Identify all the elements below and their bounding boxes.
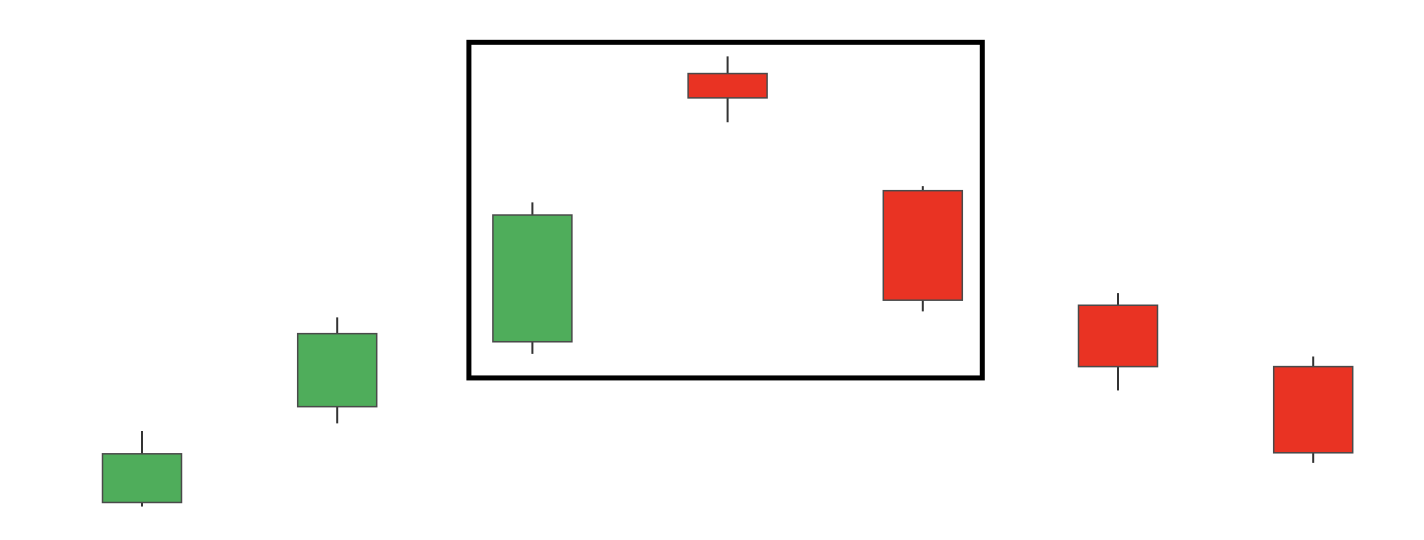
candle-1: [101, 430, 183, 507]
bearish-candle-body: [1272, 365, 1354, 454]
candle-6: [1077, 293, 1159, 391]
candle-2: [296, 317, 378, 424]
bearish-candle-body: [687, 72, 768, 99]
bullish-candle-body: [492, 214, 573, 343]
bearish-candle-body: [882, 189, 964, 301]
candle-7: [1272, 356, 1354, 463]
pattern-highlight-box: [466, 39, 985, 381]
bearish-candle-body: [1077, 304, 1159, 368]
candle-4: [687, 56, 768, 123]
bullish-candle-body: [296, 332, 378, 408]
candle-5: [882, 186, 964, 312]
bullish-candle-body: [101, 453, 183, 504]
candle-3: [492, 202, 573, 354]
